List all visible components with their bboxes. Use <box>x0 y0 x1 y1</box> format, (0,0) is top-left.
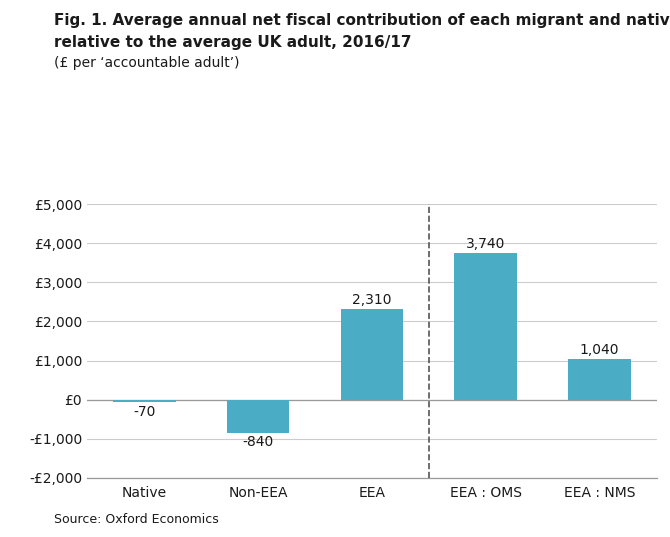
Text: 3,740: 3,740 <box>466 237 505 251</box>
Text: Fig. 1. Average annual net fiscal contribution of each migrant and native,: Fig. 1. Average annual net fiscal contri… <box>54 13 670 28</box>
Text: Source: Oxford Economics: Source: Oxford Economics <box>54 513 218 526</box>
Text: -840: -840 <box>243 435 273 449</box>
Bar <box>568 359 630 400</box>
Text: relative to the average UK adult, 2016/17: relative to the average UK adult, 2016/1… <box>54 35 411 50</box>
Text: (£ per ‘accountable adult’): (£ per ‘accountable adult’) <box>54 56 239 70</box>
Text: 2,310: 2,310 <box>352 293 391 307</box>
Bar <box>454 253 517 400</box>
Bar <box>113 400 176 402</box>
Bar <box>226 400 289 432</box>
Text: 1,040: 1,040 <box>580 343 619 357</box>
Bar <box>340 309 403 400</box>
Text: -70: -70 <box>133 405 155 419</box>
